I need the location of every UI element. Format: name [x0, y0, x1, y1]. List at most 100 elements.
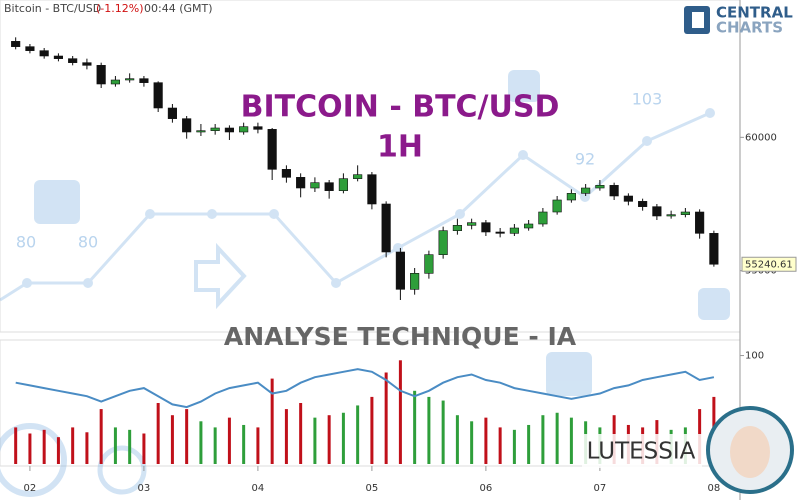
volume-bar	[28, 433, 32, 464]
candle-body	[296, 177, 306, 189]
candle-body	[125, 78, 135, 81]
volume-bar	[498, 427, 502, 464]
x-tick-label: 07	[594, 483, 607, 494]
score-line	[0, 111, 711, 302]
candle-body	[509, 227, 519, 234]
volume-bar	[413, 390, 417, 464]
candle-body	[524, 223, 534, 229]
overlay-title: BITCOIN - BTC/USD	[241, 90, 560, 125]
icon	[546, 352, 592, 396]
candle-body	[153, 82, 163, 109]
volume-bar	[341, 412, 345, 464]
volume-bar	[128, 429, 132, 464]
candle-body	[695, 211, 705, 234]
candle-body	[680, 211, 690, 215]
x-tick-label: 02	[24, 483, 37, 494]
volume-bar	[427, 396, 431, 464]
volume-bar	[370, 396, 374, 464]
avatar-face	[730, 426, 770, 478]
overlay-subtitle: ANALYSE TECHNIQUE - IA	[224, 322, 577, 351]
score-label: 80	[16, 233, 36, 252]
candle-body	[167, 107, 177, 119]
circle-icon	[0, 423, 67, 497]
volume-bar	[512, 429, 516, 464]
icon	[34, 180, 80, 224]
candle-body	[310, 182, 320, 189]
x-tick-label: 03	[138, 483, 151, 494]
volume-bar	[569, 417, 573, 464]
candle-body	[452, 225, 462, 231]
candle-body	[110, 79, 120, 85]
candle-body	[581, 187, 591, 194]
candle-body	[438, 230, 448, 255]
volume-bar	[398, 360, 402, 464]
candle-body	[609, 185, 619, 197]
candle-body	[253, 126, 263, 130]
x-tick-label: 06	[480, 483, 493, 494]
change: (-1.12%)	[96, 2, 144, 15]
brand-box	[582, 434, 702, 468]
instrument: Bitcoin - BTC/USD	[4, 2, 101, 15]
volume-bar	[555, 412, 559, 464]
volume-bar	[213, 427, 217, 464]
logo-mark	[692, 12, 704, 28]
time: 00:44 (GMT)	[144, 2, 213, 15]
candle-body	[68, 58, 78, 63]
candle-body	[96, 65, 106, 85]
candle-body	[39, 50, 49, 57]
candle-body	[324, 182, 334, 191]
icon	[508, 70, 540, 102]
logo: CENTRAL CHARTS	[684, 4, 793, 37]
candle-body	[224, 127, 234, 133]
volume-bar	[156, 403, 160, 464]
volume-bar	[299, 403, 303, 464]
brand: LUTESSIA	[587, 439, 696, 465]
volume-bar	[42, 429, 46, 464]
candle-body	[424, 254, 434, 274]
volume-bar	[313, 417, 317, 464]
volume-bar	[256, 427, 260, 464]
candle-body	[395, 251, 405, 290]
candle-body	[495, 231, 505, 234]
volume-bar	[14, 427, 18, 464]
volume-bar	[56, 437, 60, 464]
volume-bar	[270, 378, 274, 464]
candle-body	[381, 203, 391, 253]
candle-body	[595, 185, 605, 189]
arrow-icon	[194, 242, 247, 310]
candle-body	[338, 178, 348, 191]
volume-bar	[85, 432, 89, 464]
candle-body	[139, 78, 149, 83]
candle-body	[239, 126, 249, 133]
volume-bar	[455, 415, 459, 464]
candle-body	[552, 199, 562, 213]
volume-bar	[441, 400, 445, 464]
volume-bar	[113, 427, 117, 464]
volume-bar	[356, 405, 360, 464]
candle-body	[353, 174, 363, 179]
y-tick-label: 60000	[745, 132, 777, 143]
candle-body	[410, 273, 420, 290]
candle-body	[623, 195, 633, 202]
volume-bar	[242, 424, 246, 464]
volume-bar	[170, 415, 174, 464]
candle-body	[196, 130, 206, 133]
candle-body	[82, 62, 92, 66]
candle-body	[566, 193, 576, 201]
volume-bar	[527, 424, 531, 464]
candle-body	[481, 222, 491, 233]
decorations	[0, 70, 730, 497]
candle-body	[281, 169, 291, 178]
y-tick-label: 100	[745, 351, 764, 362]
score-label: 103	[632, 90, 663, 109]
score-label: 80	[78, 233, 98, 252]
volume-bar	[384, 372, 388, 464]
candle-body	[652, 206, 662, 217]
logo-text: CENTRAL	[716, 4, 793, 22]
volume-bar	[227, 417, 231, 464]
icon	[698, 288, 730, 320]
candle-body	[25, 46, 35, 51]
volume-bar	[99, 409, 103, 464]
candle-body	[367, 174, 377, 205]
